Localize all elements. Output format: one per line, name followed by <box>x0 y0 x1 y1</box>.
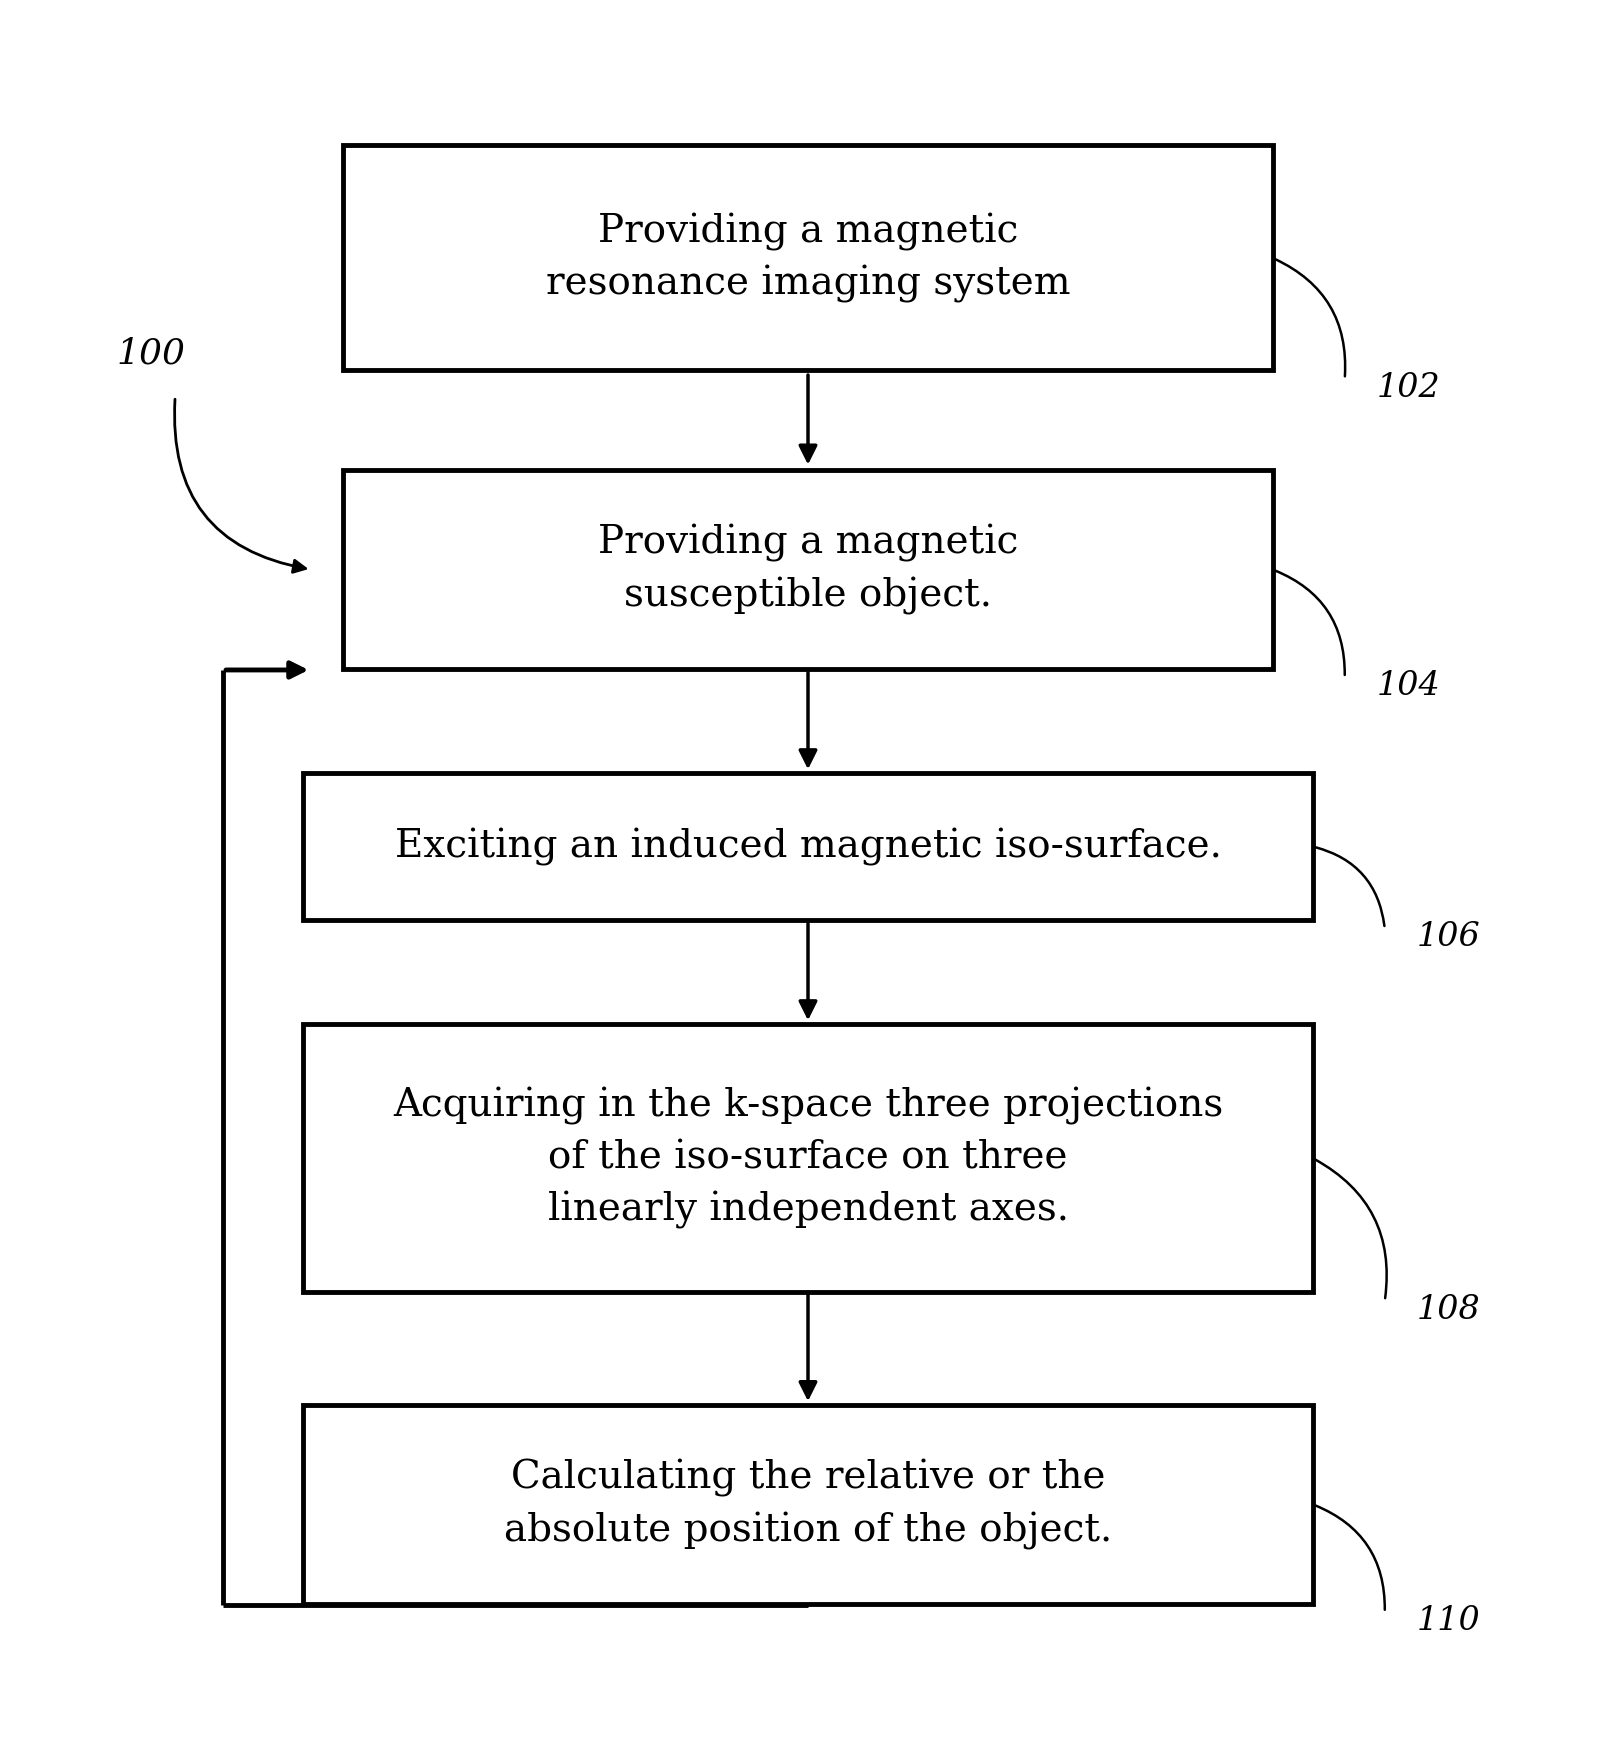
FancyBboxPatch shape <box>343 469 1273 668</box>
FancyBboxPatch shape <box>304 773 1312 920</box>
Text: 104: 104 <box>1377 670 1440 703</box>
FancyBboxPatch shape <box>304 1405 1312 1604</box>
Text: Providing a magnetic
resonance imaging system: Providing a magnetic resonance imaging s… <box>546 213 1070 304</box>
Text: 110: 110 <box>1417 1605 1480 1637</box>
Text: 100: 100 <box>116 337 186 370</box>
FancyBboxPatch shape <box>343 145 1273 370</box>
Text: 108: 108 <box>1417 1293 1480 1326</box>
Text: Calculating the relative or the
absolute position of the object.: Calculating the relative or the absolute… <box>504 1459 1112 1550</box>
Text: Providing a magnetic
susceptible object.: Providing a magnetic susceptible object. <box>598 524 1018 614</box>
Text: 106: 106 <box>1417 921 1480 953</box>
Text: Acquiring in the k-space three projections
of the iso-surface on three
linearly : Acquiring in the k-space three projectio… <box>393 1087 1223 1228</box>
FancyBboxPatch shape <box>304 1024 1312 1293</box>
Text: 102: 102 <box>1377 372 1440 403</box>
Text: Exciting an induced magnetic iso-surface.: Exciting an induced magnetic iso-surface… <box>394 827 1222 866</box>
